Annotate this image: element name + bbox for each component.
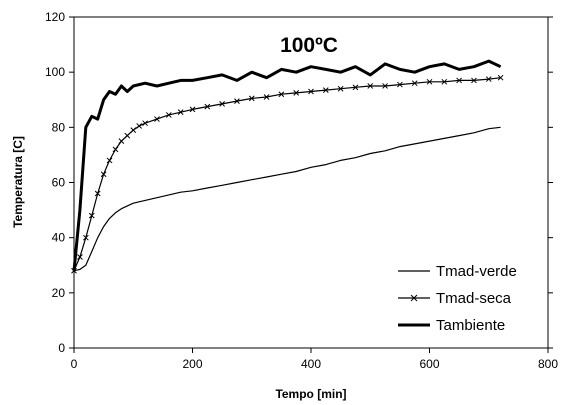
x-tick-label: 800 — [538, 357, 558, 371]
data-point-tmad-seca — [248, 95, 255, 102]
data-point-tmad-seca — [219, 101, 225, 107]
data-point-tmad-seca — [142, 120, 148, 127]
series-layer — [71, 59, 504, 274]
x-axis-label: Tempo [min] — [275, 387, 346, 401]
data-point-tmad-seca — [278, 91, 285, 98]
data-point-tmad-seca — [234, 98, 240, 104]
y-axis-label: Temperatura [C] — [11, 136, 25, 228]
data-point-tmad-seca — [136, 123, 143, 129]
data-point-tmad-seca — [367, 83, 374, 89]
data-point-tmad-seca — [337, 85, 344, 92]
data-point-tmad-seca — [471, 77, 477, 84]
y-tick-label: 20 — [52, 286, 66, 300]
data-point-tmad-seca — [94, 190, 101, 197]
y-tick-label: 40 — [52, 231, 66, 245]
data-point-tmad-seca — [426, 78, 433, 85]
data-point-tmad-seca — [124, 132, 131, 139]
data-point-tmad-seca — [397, 81, 403, 88]
y-tick-label: 100 — [45, 65, 65, 79]
data-point-tmad-seca — [485, 76, 492, 82]
legend: Tmad-verde Tmad-seca Tambiente — [398, 263, 517, 334]
series-line-tmad-seca — [73, 77, 501, 272]
legend-label: Tmad-seca — [436, 290, 512, 307]
x-tick-label: 0 — [71, 357, 78, 371]
data-point-tmad-seca — [497, 74, 504, 81]
y-tick-label: 80 — [52, 120, 66, 134]
data-point-tmad-seca — [118, 138, 125, 144]
data-point-tmad-seca — [112, 146, 119, 153]
legend-item-tmad-verde: Tmad-verde — [398, 263, 517, 280]
data-point-tmad-seca — [165, 112, 172, 118]
data-point-tmad-seca — [106, 157, 113, 164]
data-point-tmad-seca — [189, 106, 196, 113]
data-point-tmad-seca — [263, 94, 270, 100]
data-point-tmad-seca — [411, 80, 418, 87]
data-point-tmad-seca — [352, 84, 359, 91]
data-point-tmad-seca — [322, 87, 329, 93]
y-tick-label: 120 — [45, 10, 65, 24]
data-point-tmad-seca — [88, 212, 95, 219]
data-point-tmad-seca — [293, 90, 300, 96]
y-tick-label: 60 — [52, 176, 66, 190]
chart-title: 100ºC — [280, 34, 338, 57]
data-point-tmad-seca — [177, 109, 184, 116]
legend-label: Tambiente — [436, 317, 505, 334]
data-point-tmad-seca — [82, 234, 89, 241]
legend-item-tambiente: Tambiente — [398, 317, 505, 334]
data-point-tmad-seca — [154, 116, 160, 122]
x-tick-label: 600 — [419, 357, 439, 371]
data-point-tmad-seca — [382, 83, 388, 89]
data-point-tmad-seca — [77, 254, 83, 260]
series-line-tmad-verde — [73, 126, 501, 272]
legend-label: Tmad-verde — [436, 263, 517, 280]
legend-item-tmad-seca: Tmad-seca — [398, 290, 512, 307]
data-point-tmad-seca — [204, 103, 211, 110]
x-tick-label: 400 — [301, 357, 321, 371]
data-point-tmad-seca — [100, 171, 107, 178]
data-point-tmad-seca — [308, 88, 314, 95]
axes: 0 20 40 60 80 100 120 0 200 400 600 800 — [45, 10, 558, 371]
series-line-tambiente — [72, 59, 502, 271]
data-point-tmad-seca — [456, 77, 462, 84]
data-point-tmad-seca — [130, 127, 137, 133]
y-tick-label: 0 — [58, 341, 65, 355]
x-tick-label: 200 — [182, 357, 202, 371]
data-point-tmad-seca — [441, 78, 448, 85]
